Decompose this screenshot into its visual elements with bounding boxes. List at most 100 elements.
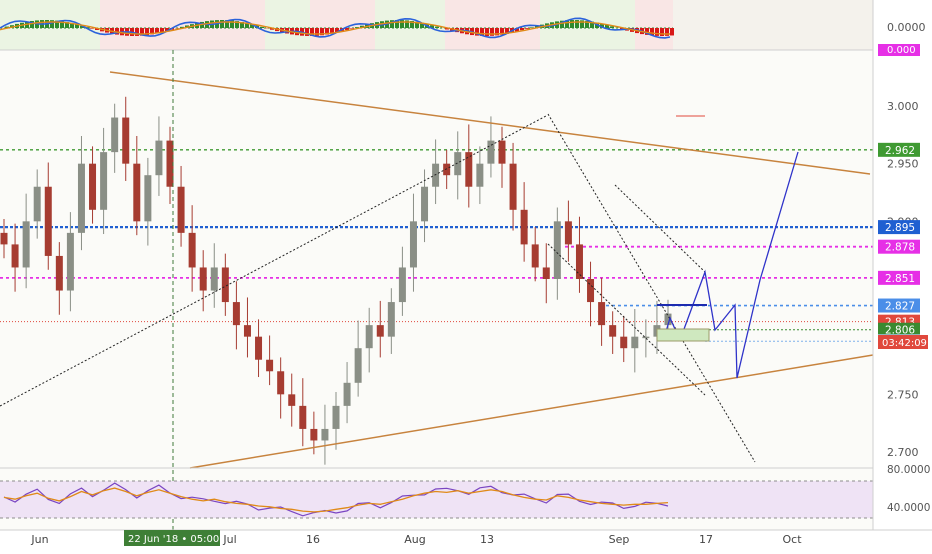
candle-body — [288, 394, 295, 406]
candle-body — [78, 164, 85, 233]
candle-body — [499, 141, 506, 164]
candle-body — [521, 210, 528, 245]
histogram-bar — [655, 28, 659, 36]
candle-body — [222, 267, 229, 302]
time-tick-label: 17 — [699, 533, 713, 546]
candle-body — [642, 337, 649, 339]
candle-body — [189, 233, 196, 268]
candle-body — [565, 221, 572, 244]
candle-body — [266, 360, 273, 372]
candle-body — [543, 267, 550, 279]
crosshair-date-text: 22 Jun '18 • 05:00 — [128, 534, 219, 545]
candle-body — [487, 141, 494, 164]
candle-body — [532, 244, 539, 267]
histogram-bar — [135, 28, 139, 36]
candle-body — [388, 302, 395, 337]
time-tick-label: 13 — [480, 533, 494, 546]
candle-body — [178, 187, 185, 233]
candle-body — [167, 141, 174, 187]
candle-body — [631, 337, 638, 349]
histogram-bar — [400, 20, 404, 28]
price-tick-label: 3.000 — [887, 100, 919, 113]
time-tick-label: Jun — [30, 533, 48, 546]
candle-body — [410, 221, 417, 267]
candle-body — [56, 256, 63, 291]
histogram-bar — [610, 26, 614, 28]
price-tick-label: 2.750 — [887, 388, 919, 401]
candle-body — [211, 267, 218, 290]
candle-body — [377, 325, 384, 337]
histogram-bar — [525, 28, 529, 29]
candle-body — [366, 325, 373, 348]
price-tag-label: 2.895 — [885, 222, 915, 234]
time-tick-label: Aug — [404, 533, 425, 546]
candle-body — [255, 337, 262, 360]
candle-body — [344, 383, 351, 406]
histogram-bar — [670, 28, 674, 35]
candle-body — [34, 187, 41, 222]
candle-body — [333, 406, 340, 429]
histogram-bar — [570, 20, 574, 28]
price-tick-label: 2.700 — [887, 446, 919, 459]
candle-body — [133, 164, 140, 222]
rsi-tick-label: 80.0000 — [887, 464, 930, 476]
candle-body — [299, 406, 306, 429]
candle-body — [510, 164, 517, 210]
time-axis[interactable]: Jun Jul 16 Aug 13 Sep 17 Oct 22 Jun '18 • 05:00 — [0, 530, 932, 550]
candle-body — [443, 164, 450, 176]
candle-body — [67, 233, 74, 291]
price-tag-label: 2.827 — [885, 301, 915, 313]
candle-body — [465, 152, 472, 187]
price-axis[interactable]: 0.0000 0.000 3.0002.9502.9002.8502.8002.… — [873, 0, 932, 550]
candle-body — [620, 337, 627, 349]
histogram-bar — [485, 28, 489, 36]
price-tick-label: 2.950 — [887, 158, 919, 171]
histogram-bar — [660, 28, 664, 36]
histogram-bar — [520, 28, 524, 30]
rsi-tick-label: 40.0000 — [887, 502, 930, 514]
candle-body — [89, 164, 96, 210]
countdown-text: 03:42:09 — [882, 338, 927, 349]
candle-body — [277, 371, 284, 394]
price-tag-label: 2.878 — [885, 242, 915, 254]
candle-body — [399, 267, 406, 302]
candle-body — [233, 302, 240, 325]
time-tick-label: 16 — [306, 533, 320, 546]
candle-body — [155, 141, 162, 176]
time-tick-label: Sep — [609, 533, 630, 546]
candle-body — [244, 325, 251, 337]
histogram-bar — [575, 20, 579, 28]
candle-body — [100, 152, 107, 210]
time-tick-label: Oct — [782, 533, 802, 546]
consolidation-box — [657, 329, 709, 341]
candle-body — [111, 118, 118, 153]
candle-body — [421, 187, 428, 222]
candle-body — [144, 175, 151, 221]
magenta-top-tag-text: 0.000 — [887, 45, 916, 56]
candle-body — [310, 429, 317, 441]
candle-body — [12, 244, 19, 267]
candle-body — [122, 118, 129, 164]
top-indicator-panel — [0, 0, 873, 50]
candle-body — [609, 325, 616, 337]
candle-body — [200, 267, 207, 290]
histogram-bar — [435, 27, 439, 28]
price-tag-label: 2.962 — [885, 145, 915, 157]
candle-body — [321, 429, 328, 441]
time-tick-label: Jul — [222, 533, 236, 546]
histogram-bar — [260, 27, 264, 28]
candle-body — [355, 348, 362, 383]
candle-body — [23, 221, 30, 267]
candle-body — [598, 302, 605, 325]
histogram-bar — [350, 28, 354, 29]
candle-body — [454, 152, 461, 175]
price-tag-label: 2.851 — [885, 273, 915, 285]
candle-body — [45, 187, 52, 256]
candle-body — [1, 233, 8, 245]
candle-body — [587, 279, 594, 302]
candle-body — [476, 164, 483, 187]
candle-body — [576, 244, 583, 279]
top-indicator-value-label: 0.0000 — [887, 21, 926, 34]
